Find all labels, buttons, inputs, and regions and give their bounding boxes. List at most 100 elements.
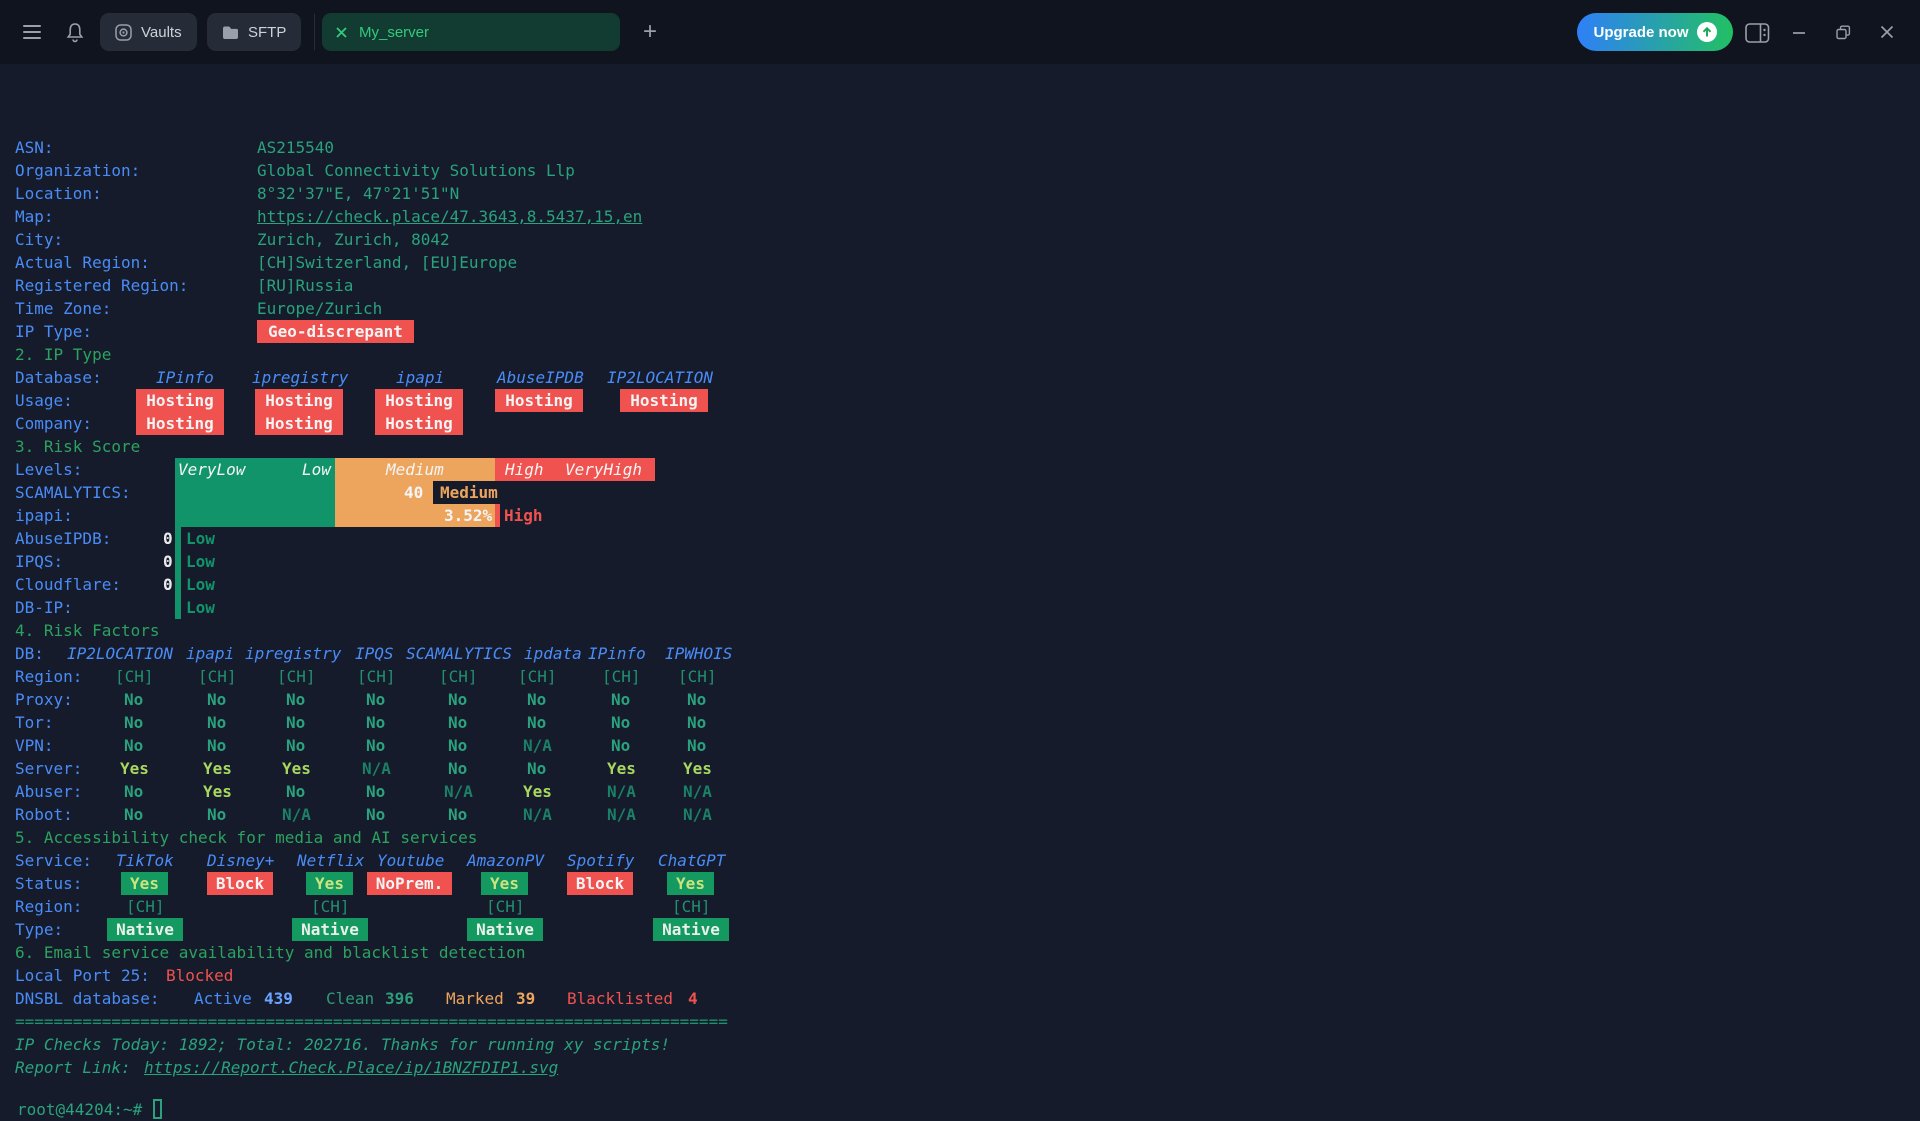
markv-text: Marked <box>446 989 504 1008</box>
hdr-text: IP2LOCATION <box>607 368 713 387</box>
lbl-text: Company: <box>15 414 93 433</box>
val-text: Zurich, Zurich, 8042 <box>257 230 450 249</box>
stats-line: IP Checks Today: 1892; Total: 202716. Th… <box>15 1035 671 1054</box>
hdr-text: AmazonPV <box>467 851 545 870</box>
cleanv-text: Clean <box>326 989 375 1008</box>
lbl-text: DB: <box>15 644 44 663</box>
report-link[interactable]: https://Report.Check.Place/ip/1BNZFDIP1.… <box>144 1058 559 1077</box>
ch-text: [CH] <box>311 897 350 916</box>
terminal-line: Levels: VeryLow Low Medium High VeryHigh <box>0 458 1920 481</box>
bartxt-text: Low <box>302 460 331 479</box>
badge-red-text: Hosting <box>255 389 343 412</box>
terminal-line: Proxy: No No No No No No No No <box>0 688 1920 711</box>
no-text: No <box>448 759 468 778</box>
terminal-line: VPN: No No No No No N/A No No <box>0 734 1920 757</box>
terminal-line: IP Type: Geo-discrepant <box>0 320 1920 343</box>
no-text: No <box>611 690 631 709</box>
mark-b-text: 39 <box>516 989 536 1008</box>
scamalytics-bar-green <box>175 481 335 504</box>
restore-button[interactable] <box>1834 24 1852 40</box>
yes-text: Yes <box>120 759 149 778</box>
badge-grn-text: Yes <box>121 872 168 895</box>
lbl-text: Tor: <box>15 713 54 732</box>
terminal-line: IP Checks Today: 1892; Total: 202716. Th… <box>0 1033 1920 1056</box>
scamalytics-bar-orange <box>335 481 433 504</box>
notifications-bell-button[interactable] <box>62 20 88 44</box>
section-4-title: 4. Risk Factors <box>15 621 160 640</box>
vaults-label: Vaults <box>141 23 182 41</box>
close-icon <box>1880 25 1894 39</box>
barnum-text: 40 <box>404 483 424 502</box>
badge-red-text: Block <box>207 872 273 895</box>
terminal-line: Service: TikTok Disney+ Netflix Youtube Amazo… <box>0 849 1920 872</box>
terminal[interactable]: ASN: AS215540 Organization: Global Connecti… <box>0 64 1920 1119</box>
levels-bar-low <box>175 458 335 481</box>
terminal-line: Report Link: https://Report.Check.Place/… <box>0 1056 1920 1079</box>
ch-text: [CH] <box>678 667 717 686</box>
new-tab-button[interactable]: + <box>642 18 657 45</box>
terminal-line: DNSBL database: Active 439 Clean 396 Marked 39… <box>0 987 1920 1010</box>
lbl-text: SCAMALYTICS: <box>15 483 131 502</box>
green-b-text: Low <box>186 552 215 571</box>
levels-bar-high <box>495 458 655 481</box>
it-text: Report Link: <box>15 1058 141 1077</box>
terminal-line: Type: Native Native Native Native <box>0 918 1920 941</box>
vaults-button[interactable]: Vaults <box>100 13 197 51</box>
lbl-text: ipapi: <box>15 506 73 525</box>
val-text: [RU]Russia <box>257 276 354 295</box>
blue-b-text: 439 <box>264 989 293 1008</box>
terminal-line: ipapi: 3.52% High <box>0 504 1920 527</box>
bartxt-text: VeryLow <box>178 460 246 479</box>
sftp-button[interactable]: SFTP <box>207 13 302 51</box>
hdr-text: IP2LOCATION <box>67 644 173 663</box>
upgrade-label: Upgrade now <box>1593 23 1689 41</box>
white-b-text: 0 <box>163 552 173 571</box>
lbl-text: IP Type: <box>15 322 93 341</box>
terminal-line: DB: IP2LOCATION ipapi ipregistry IPQS SCAMALY… <box>0 642 1920 665</box>
na-text: N/A <box>607 805 636 824</box>
server-tab[interactable]: My_server <box>322 13 620 51</box>
no-text: No <box>527 759 547 778</box>
terminal-line: 4. Risk Factors <box>0 619 1920 642</box>
val-text: Europe/Zurich <box>257 299 383 318</box>
badge-native-text: Native <box>292 918 368 941</box>
barnum-text: 3.52% <box>444 506 493 525</box>
terminal-line: Time Zone: Europe/Zurich <box>0 297 1920 320</box>
badge-red-text: Hosting <box>136 389 224 412</box>
close-tab-icon[interactable] <box>335 26 348 39</box>
minimize-button[interactable] <box>1790 24 1808 40</box>
no-text: No <box>366 805 386 824</box>
sftp-label: SFTP <box>248 23 287 41</box>
terminal-line: Location: 8°32'37"E, 47°21'51"N <box>0 182 1920 205</box>
lbl-text: Levels: <box>15 460 83 479</box>
val-text: [CH]Switzerland, [EU]Europe <box>257 253 518 272</box>
no-text: No <box>366 736 386 755</box>
lbl-text: Service: <box>15 851 93 870</box>
section-5-title: 5. Accessibility check for media and AI … <box>15 828 478 847</box>
bartxt-text: VeryHigh <box>565 460 643 479</box>
white-b-text: 0 <box>163 529 173 548</box>
na-text: N/A <box>523 736 552 755</box>
panel-toggle-button[interactable] <box>1743 22 1771 44</box>
upgrade-button[interactable]: Upgrade now <box>1577 13 1733 51</box>
val-text: Global Connectivity Solutions Llp <box>257 161 575 180</box>
terminal-line: Tor: No No No No No No No No <box>0 711 1920 734</box>
section-3-title: 3. Risk Score <box>15 437 141 456</box>
terminal-line: Local Port 25: Blocked <box>0 964 1920 987</box>
terminal-line: 3. Risk Score <box>0 435 1920 458</box>
badge-red-text: Hosting <box>375 389 463 412</box>
badge-native-text: Native <box>653 918 729 941</box>
upgrade-arrow-icon <box>1696 22 1717 42</box>
no-text: No <box>286 736 306 755</box>
no-text: No <box>124 805 144 824</box>
close-window-button[interactable] <box>1878 24 1896 40</box>
section-2-title: 2. IP Type <box>15 345 112 364</box>
ch-text: [CH] <box>277 667 316 686</box>
vault-icon <box>115 23 132 41</box>
badge-grn-text: Yes <box>306 872 353 895</box>
terminal-line: 2. IP Type <box>0 343 1920 366</box>
no-text: No <box>124 782 144 801</box>
menu-button[interactable] <box>23 25 41 39</box>
no-text: No <box>286 690 306 709</box>
map-link[interactable]: https://check.place/47.3643,8.5437,15,en <box>257 207 643 226</box>
